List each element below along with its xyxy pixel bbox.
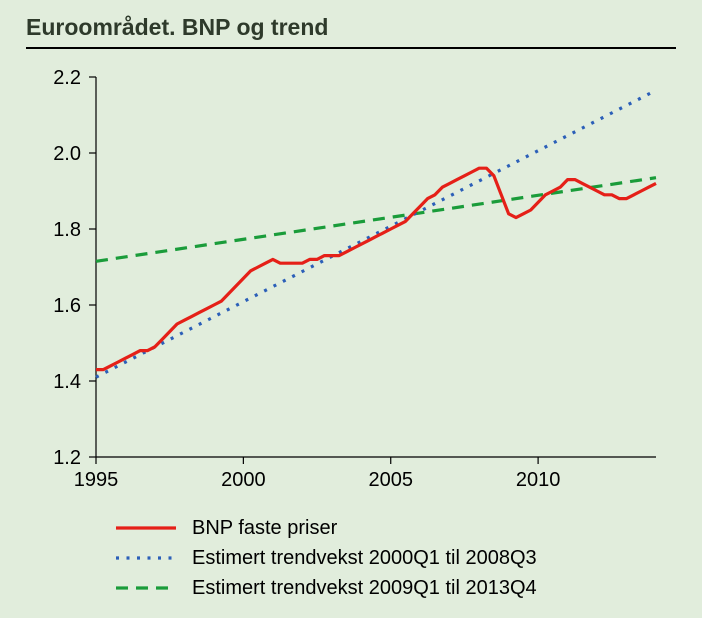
svg-text:2.2: 2.2 — [53, 67, 81, 89]
legend-item-trend1: Estimert trendvekst 2000Q1 til 2008Q3 — [116, 543, 676, 573]
svg-text:1995: 1995 — [74, 469, 119, 491]
svg-text:2005: 2005 — [368, 469, 413, 491]
svg-text:1.8: 1.8 — [53, 219, 81, 241]
legend-swatch-trend2 — [116, 576, 176, 600]
series-bnp — [96, 168, 656, 369]
legend: BNP faste priser Estimert trendvekst 2000… — [26, 513, 676, 603]
svg-text:2000: 2000 — [221, 469, 266, 491]
legend-item-bnp: BNP faste priser — [116, 513, 676, 543]
legend-label-trend2: Estimert trendvekst 2009Q1 til 2013Q4 — [192, 577, 537, 600]
chart-svg: 1.2 1.4 1.6 1.8 2.0 2.2 1995 2000 2005 2010 — [26, 67, 676, 497]
legend-item-trend2: Estimert trendvekst 2009Q1 til 2013Q4 — [116, 573, 676, 603]
chart-title: Euroområdet. BNP og trend — [26, 14, 676, 49]
svg-text:2010: 2010 — [516, 469, 561, 491]
chart-area: 1.2 1.4 1.6 1.8 2.0 2.2 1995 2000 2005 2010 — [26, 67, 676, 497]
legend-swatch-bnp — [116, 516, 176, 540]
svg-text:1.2: 1.2 — [53, 447, 81, 469]
legend-swatch-trend1 — [116, 546, 176, 570]
series-trend2 — [96, 178, 656, 262]
legend-label-bnp: BNP faste priser — [192, 517, 337, 540]
svg-text:2.0: 2.0 — [53, 143, 81, 165]
series-trend1 — [96, 90, 656, 377]
svg-text:1.6: 1.6 — [53, 295, 81, 317]
svg-text:1.4: 1.4 — [53, 371, 81, 393]
legend-label-trend1: Estimert trendvekst 2000Q1 til 2008Q3 — [192, 547, 537, 570]
